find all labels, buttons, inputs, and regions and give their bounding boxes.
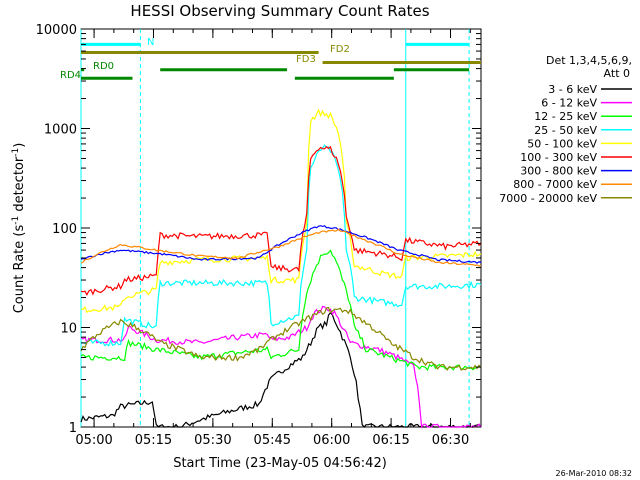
y-tick-label-10: 10 bbox=[60, 322, 77, 337]
annotation-n: N bbox=[147, 37, 154, 48]
y-tick-label-100: 100 bbox=[52, 222, 77, 237]
annotation-fd3: FD3 bbox=[296, 54, 316, 65]
y-axis-ticks: 1 10 100 1000 10000 bbox=[36, 23, 481, 436]
footer-timestamp: 26-Mar-2010 08:32 bbox=[556, 469, 633, 478]
x-axis-ticks: 05:00 05:15 05:30 05:45 06:00 06:15 06:30 bbox=[75, 29, 471, 448]
legend-label-100-300-kev: 100 - 300 keV bbox=[520, 151, 597, 164]
y-tick-label-1: 1 bbox=[69, 421, 77, 436]
legend-label-800-7000-kev: 800 - 7000 keV bbox=[513, 178, 597, 191]
state-bars bbox=[81, 42, 481, 80]
legend-label-25-50-kev: 25 - 50 keV bbox=[534, 124, 597, 137]
x-tick-label-06-15: 06:15 bbox=[372, 433, 409, 448]
series-line-25-50-kev bbox=[80, 144, 482, 347]
x-tick-label-05-15: 05:15 bbox=[135, 433, 172, 448]
x-tick-label-05-00: 05:00 bbox=[75, 433, 112, 448]
x-axis-label: Start Time (23-May-05 04:56:42) bbox=[173, 456, 387, 471]
series-line-7000-20000-kev bbox=[80, 306, 482, 372]
legend-label-12-25-kev: 12 - 25 keV bbox=[534, 110, 597, 123]
x-tick-label-06-30: 06:30 bbox=[432, 433, 469, 448]
series-line-12-25-kev bbox=[80, 249, 482, 372]
chart-title: HESSI Observing Summary Count Rates bbox=[130, 2, 429, 20]
series-line-100-300-kev bbox=[80, 145, 482, 296]
legend-header-line2: Att 0 bbox=[604, 67, 630, 80]
series-line-300-800-kev bbox=[80, 225, 482, 264]
series-lines bbox=[80, 108, 482, 429]
x-tick-label-06-00: 06:00 bbox=[313, 433, 350, 448]
annotation-fd2: FD2 bbox=[330, 44, 350, 55]
series-line-3-6-kev bbox=[80, 311, 482, 428]
y-tick-label-1000: 1000 bbox=[44, 123, 77, 138]
legend-label-7000-20000-kev: 7000 - 20000 keV bbox=[499, 192, 597, 205]
series-line-6-12-kev bbox=[80, 305, 482, 429]
series-line-50-100-kev bbox=[80, 108, 482, 314]
annotation-rd0: RD0 bbox=[93, 61, 114, 72]
x-tick-label-05-30: 05:30 bbox=[194, 433, 231, 448]
annotation-rd4: RD4 bbox=[60, 70, 81, 81]
legend-label-6-12-kev: 6 - 12 keV bbox=[541, 97, 597, 110]
legend-label-3-6-kev: 3 - 6 keV bbox=[548, 83, 597, 96]
y-tick-label-10000: 10000 bbox=[36, 23, 77, 38]
series-line-800-7000-kev bbox=[80, 228, 482, 267]
x-tick-label-05-45: 05:45 bbox=[254, 433, 291, 448]
legend-label-300-800-kev: 300 - 800 keV bbox=[520, 165, 597, 178]
legend-label-50-100-kev: 50 - 100 keV bbox=[527, 137, 597, 150]
legend-header-line1: Det 1,3,4,5,6,9, bbox=[546, 54, 632, 67]
y-axis-label: Count Rate (s-1 detector-1) bbox=[11, 143, 27, 314]
vertical-markers bbox=[80, 29, 470, 427]
